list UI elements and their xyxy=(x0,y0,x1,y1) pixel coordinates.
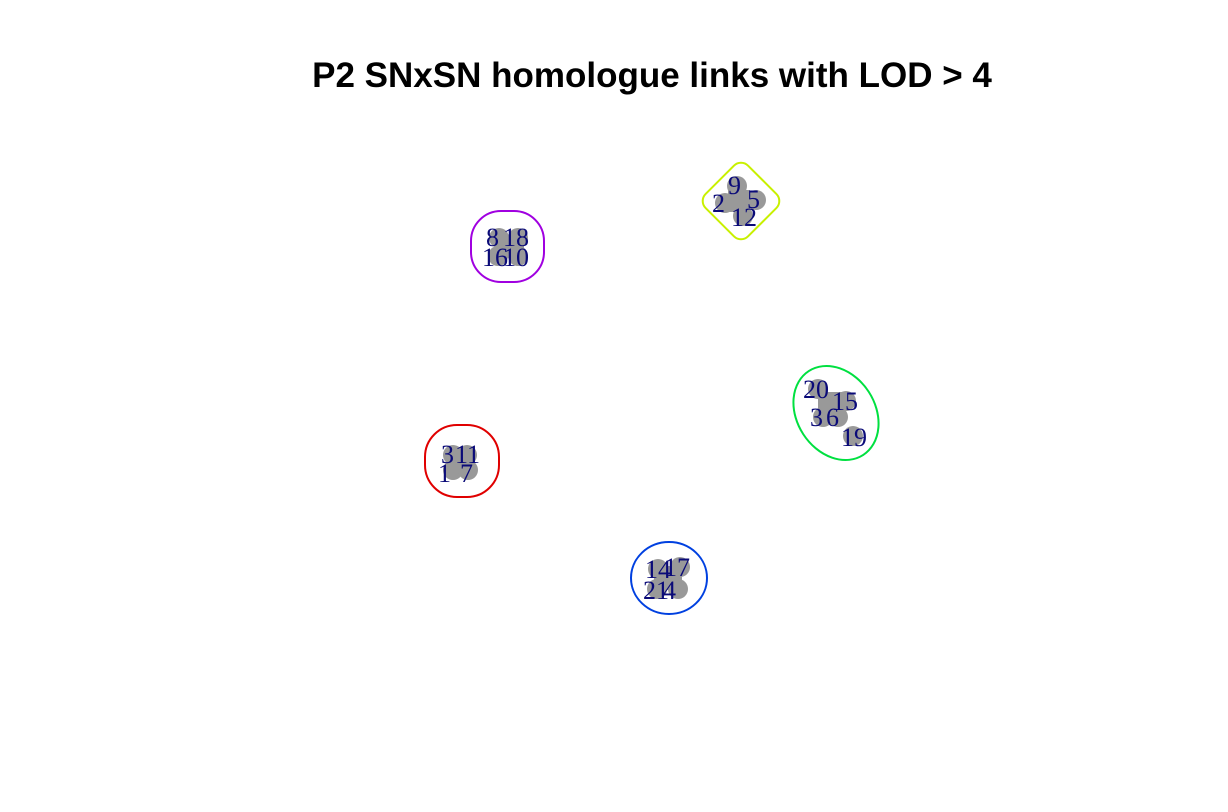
node-label: 14 xyxy=(645,555,671,584)
node-group-3: 9 2 5 12 xyxy=(701,161,781,241)
group-fill xyxy=(494,236,524,258)
node-group-1: 3 11 1 7 xyxy=(424,424,500,498)
node-label: 5 xyxy=(747,185,760,214)
node-label: 15 xyxy=(832,387,858,416)
node-group-4: 20 15 3 6 19 xyxy=(792,364,880,462)
group-fill xyxy=(448,453,474,473)
node xyxy=(746,190,766,210)
node-label: 3 xyxy=(441,440,454,469)
node-label: 2 xyxy=(712,189,725,218)
plot-title: P2 SNxSN homologue links with LOD > 4 xyxy=(312,56,992,95)
node-label: 9 xyxy=(728,171,741,200)
node-label: 8 xyxy=(486,223,499,252)
group-fill xyxy=(818,392,846,420)
node-label: 21 xyxy=(643,576,669,605)
node-label: 3 xyxy=(810,403,823,432)
node xyxy=(843,426,863,446)
group-hull xyxy=(792,364,880,462)
group-fill xyxy=(728,190,750,212)
node-label: 17 xyxy=(664,553,690,582)
node-label: 7 xyxy=(460,459,473,488)
node-group-2: 8 18 16 10 xyxy=(470,210,545,283)
node-label: 19 xyxy=(841,423,867,452)
node-group-5: 14 17 21 4 xyxy=(630,541,708,615)
group-hull xyxy=(470,210,545,283)
node-label: 16 xyxy=(482,243,508,272)
group-hull xyxy=(424,424,500,498)
group-fill xyxy=(654,566,682,590)
node-label: 20 xyxy=(803,375,829,404)
node-label: 11 xyxy=(455,440,480,469)
node-label: 4 xyxy=(663,576,676,605)
group-hull xyxy=(630,541,708,615)
node-label: 1 xyxy=(438,459,451,488)
node-label: 12 xyxy=(731,203,757,232)
node-label: 18 xyxy=(503,223,529,252)
group-hull xyxy=(701,161,781,241)
node-label: 6 xyxy=(826,403,839,432)
node-label: 10 xyxy=(503,243,529,272)
